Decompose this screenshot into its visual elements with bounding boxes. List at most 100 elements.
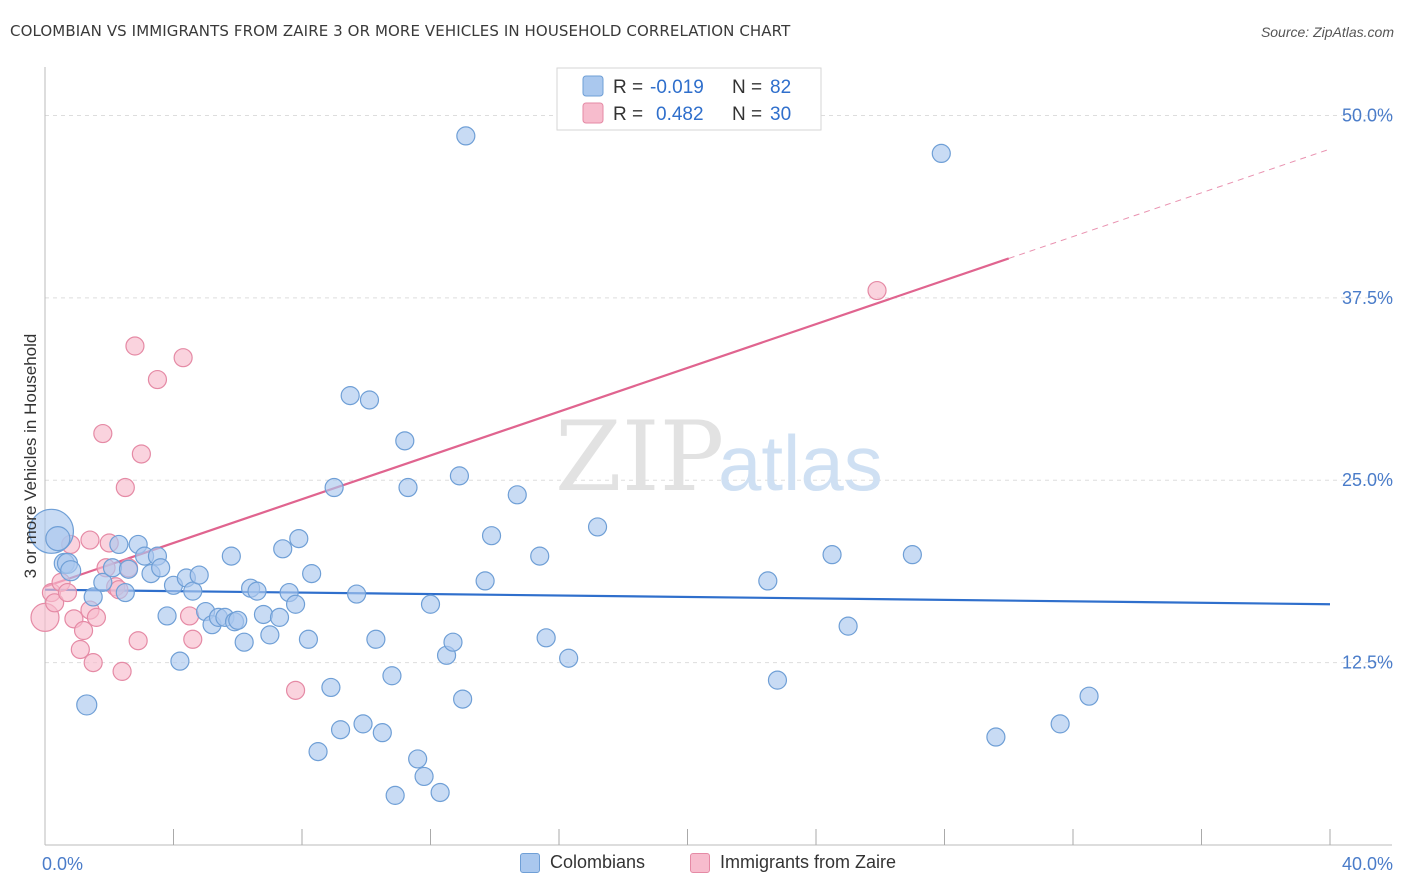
zaire-point	[115, 477, 135, 498]
zaire-point	[57, 582, 78, 603]
colombian-point	[324, 477, 344, 498]
colombian-point	[221, 546, 241, 566]
chart-title: COLOMBIAN VS IMMIGRANTS FROM ZAIRE 3 OR …	[10, 22, 791, 40]
legend-box: R = -0.019 N = 82 R = 0.482 N = 30	[556, 67, 822, 131]
colombian-point	[60, 560, 82, 582]
colombian-point	[838, 616, 858, 636]
zaire-point	[183, 629, 203, 649]
colombian-point	[353, 714, 373, 734]
zaire-point	[112, 661, 132, 681]
colombian-point	[767, 670, 788, 690]
colombian-point	[382, 666, 402, 686]
legend-swatch-pink	[582, 102, 604, 124]
colombian-point	[321, 677, 341, 698]
colombian-point	[183, 581, 203, 601]
colombian-point	[234, 632, 254, 652]
colombian-point	[157, 606, 177, 626]
legend-item-zaire[interactable]: Immigrants from Zaire	[690, 852, 896, 873]
legend-n-label: N =	[732, 104, 762, 125]
grid-lines	[45, 114, 1392, 664]
colombian-point	[170, 651, 190, 671]
colombian-point	[302, 564, 322, 584]
data-points	[28, 126, 1099, 805]
colombian-point	[189, 565, 209, 585]
zaire-point	[147, 369, 168, 390]
colombian-point	[1079, 686, 1099, 706]
trend-lines	[44, 148, 1331, 606]
colombian-point	[587, 517, 608, 537]
zaire-point	[125, 336, 145, 356]
colombian-point	[269, 607, 290, 627]
legend-swatch-colombians	[520, 852, 540, 873]
colombian-point	[822, 545, 842, 565]
legend-label-colombians: Colombians	[550, 852, 646, 872]
colombian-point	[530, 546, 550, 566]
colombian-point	[475, 571, 495, 591]
legend-r-value: -0.019	[650, 77, 704, 98]
zaire-point	[128, 631, 148, 651]
zaire-point	[83, 653, 103, 673]
colombian-point	[536, 628, 556, 648]
colombian-point	[285, 594, 306, 614]
legend-n-value: 30	[770, 104, 791, 125]
watermark: ZIP atlas	[555, 401, 883, 513]
legend-n-label: N =	[732, 77, 762, 98]
zaire-point	[93, 423, 113, 444]
y-tick-labels: 12.5% 25.0% 37.5% 50.0%	[1342, 105, 1393, 672]
colombian-point	[456, 126, 476, 146]
colombian-point	[308, 742, 328, 762]
legend-label-zaire: Immigrants from Zaire	[720, 852, 897, 872]
source-credit: Source: ZipAtlas.com	[1260, 24, 1394, 40]
zaire-point	[179, 606, 200, 626]
zaire-point	[173, 348, 193, 368]
zaire-point	[70, 639, 90, 660]
zaire-point	[285, 680, 306, 700]
legend-n-value: 82	[770, 77, 791, 98]
colombian-point	[109, 534, 129, 555]
y-axis-label: 3 or more Vehicles in Household	[21, 334, 40, 579]
trend-line-zaire	[44, 257, 1010, 588]
colombian-point	[260, 625, 280, 645]
colombian-point	[507, 485, 527, 505]
colombian-point	[298, 629, 319, 649]
colombian-point	[395, 431, 415, 451]
colombian-point	[347, 584, 367, 604]
colombian-point	[45, 525, 71, 552]
colombian-point	[366, 629, 386, 649]
colombian-point	[385, 785, 405, 805]
legend-bottom: Colombians Immigrants from Zaire	[0, 852, 1406, 878]
colombian-point	[340, 386, 360, 406]
watermark-zip: ZIP	[555, 401, 724, 513]
colombian-point	[228, 610, 248, 630]
y-tick-label: 50.0%	[1342, 105, 1393, 125]
colombian-point	[247, 581, 267, 601]
colombian-point	[330, 720, 351, 740]
zaire-point	[73, 620, 94, 641]
zaire-point	[131, 444, 151, 464]
colombian-point	[414, 766, 434, 787]
colombian-point	[115, 582, 135, 603]
trend-line-zaire-extension	[1008, 148, 1331, 259]
zaire-point	[86, 607, 107, 627]
colombian-point	[430, 782, 450, 803]
x-tick-labels: 0.0% 40.0%	[42, 854, 1393, 874]
trend-line-colombians	[44, 588, 1331, 606]
legend-item-colombians[interactable]: Colombians	[520, 852, 645, 873]
colombian-point	[758, 571, 778, 591]
colombian-point	[420, 594, 441, 614]
colombian-point	[408, 749, 428, 769]
legend-r-value: 0.482	[656, 104, 704, 125]
colombian-point	[986, 727, 1006, 747]
colombian-point	[481, 526, 502, 546]
colombian-point	[453, 689, 473, 709]
colombian-point	[443, 632, 463, 652]
zaire-point	[867, 280, 887, 301]
x-tick-label: 0.0%	[42, 854, 83, 874]
zaire-point	[45, 593, 65, 613]
legend-swatch-blue	[582, 75, 604, 97]
legend-swatch-zaire	[690, 852, 710, 873]
colombian-point	[83, 587, 103, 607]
colombian-point	[93, 572, 113, 592]
legend-r-label: R =	[613, 104, 643, 125]
colombian-point	[289, 528, 309, 549]
